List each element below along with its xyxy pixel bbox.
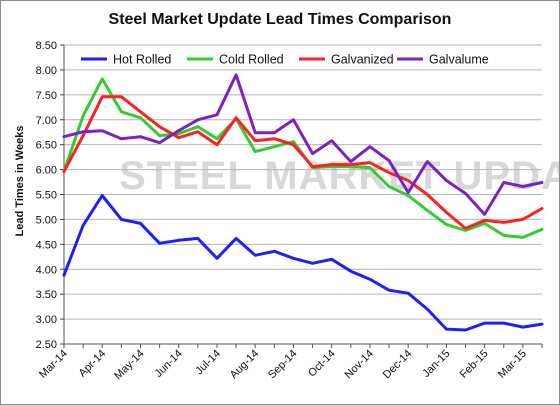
x-tick-label: Oct-14 [306,348,338,380]
x-tick-label: May-14 [112,348,146,382]
y-tick-label: 6.00 [36,165,57,177]
y-tick-label: 4.00 [36,264,57,276]
watermark: STEEL MARKET UPDATE [119,154,559,198]
legend-label-galvanized: Galvanized [331,53,394,67]
legend: Hot Rolled Cold Rolled Galvanized Galvalume [81,53,489,67]
chart-title: Steel Market Update Lead Times Compariso… [108,11,452,28]
legend-label-cold-rolled: Cold Rolled [219,53,284,67]
series-layer [62,73,544,332]
legend-label-galvalume: Galvalume [429,53,489,67]
y-tick-label: 7.50 [36,90,57,102]
series-line-galvanized [62,95,544,230]
watermark-layer: STEEL MARKET UPDATE [119,154,559,198]
x-tick-label: Feb-15 [458,348,491,381]
y-tick-label: 5.00 [36,214,57,226]
y-tick-label: 8.00 [36,65,57,77]
y-tick-label: 6.50 [36,140,57,152]
y-tick-label: 3.50 [36,289,57,301]
series-line-hot-rolled [62,194,544,332]
x-tick-label: Sep-14 [266,348,300,382]
y-tick-label: 3.00 [36,314,57,326]
x-tick-label: Jul-14 [193,348,223,378]
x-tick-label: Nov-14 [342,348,376,382]
y-axis-label: Lead Times in Weeks [14,126,26,237]
grid-layer [64,44,542,345]
x-tick-label: Mar-14 [37,348,70,381]
x-tick-label: Dec-14 [381,348,415,382]
x-tick-label: Jan-15 [420,348,452,380]
y-tick-label: 4.50 [36,239,57,251]
legend-label-hot-rolled: Hot Rolled [113,53,171,67]
y-tick-label: 8.50 [36,40,57,52]
series-line-galvalume [62,73,544,216]
y-tick-label: 7.00 [36,115,57,127]
y-tick-label: 2.50 [36,339,57,351]
y-tick-label: 5.50 [36,190,57,202]
x-tick-label: Mar-15 [496,348,529,381]
x-tick-label: Aug-14 [228,348,262,382]
x-tick-label: Jun-14 [153,348,185,380]
x-tick-label: Apr-14 [77,348,109,380]
